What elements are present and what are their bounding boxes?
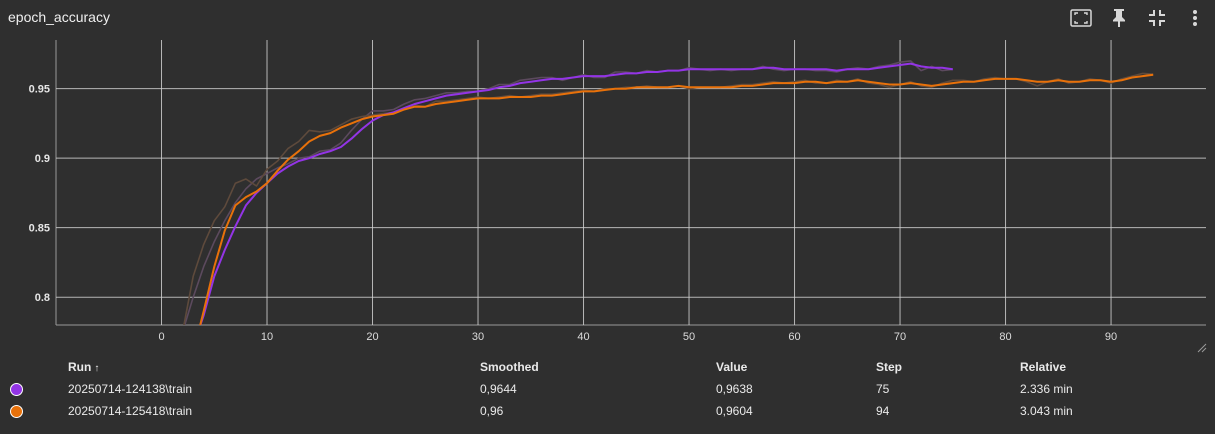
x-tick-label: 90 xyxy=(1105,331,1117,343)
chart-title: epoch_accuracy xyxy=(8,9,110,25)
x-tick-label: 70 xyxy=(894,331,906,343)
fit-domain-button[interactable] xyxy=(1069,6,1093,30)
raw-value: 0,9638 xyxy=(716,382,753,396)
table-row: 20250714-124138\train 0,9644 0,9638 75 2… xyxy=(0,378,1215,400)
raw-lines xyxy=(183,60,1154,332)
relative-time: 3.043 min xyxy=(1020,404,1073,418)
chart-toolbar xyxy=(1069,6,1207,30)
smoothed-value: 0,96 xyxy=(480,404,504,418)
more-options-button[interactable] xyxy=(1183,6,1207,30)
resize-handle-icon[interactable] xyxy=(1197,343,1207,353)
x-tick-label: 30 xyxy=(472,331,484,343)
tick-labels: 0 10 20 30 40 50 60 70 80 90 0.8 0.85 0.9 0.95 xyxy=(29,84,1118,343)
step-value: 75 xyxy=(876,382,890,396)
more-vert-icon xyxy=(1193,10,1197,26)
y-tick-label: 0.9 xyxy=(35,153,50,165)
header-smoothed[interactable]: Smoothed xyxy=(480,360,539,374)
smoothed-lines xyxy=(183,62,1154,356)
smoothed-value: 0,9644 xyxy=(480,382,517,396)
pin-icon xyxy=(1113,9,1125,27)
run-name: 20250714-124138\train xyxy=(68,382,193,396)
run-color-dot[interactable] xyxy=(10,405,23,419)
header-run-label: Run xyxy=(68,360,92,374)
x-tick-label: 20 xyxy=(366,331,378,343)
collapse-button[interactable] xyxy=(1145,6,1169,30)
x-tick-label: 40 xyxy=(577,331,589,343)
header-color xyxy=(0,356,68,378)
pin-button[interactable] xyxy=(1107,6,1131,30)
relative-time: 2.336 min xyxy=(1020,382,1073,396)
x-tick-label: 0 xyxy=(158,331,164,343)
raw-series-line-0[interactable] xyxy=(183,60,953,332)
run-name: 20250714-125418\train xyxy=(68,404,193,418)
header-run[interactable]: Run ↑ xyxy=(68,356,480,378)
runs-table: Run ↑ Smoothed Value Step Relative 202507… xyxy=(0,356,1215,422)
y-tick-label: 0.8 xyxy=(35,292,50,304)
y-tick-label: 0.95 xyxy=(29,84,50,96)
run-color-dot[interactable] xyxy=(10,383,23,397)
raw-value: 0,9604 xyxy=(716,404,753,418)
line-chart[interactable]: 0 10 20 30 40 50 60 70 80 90 0.8 0.85 0.9 0.95 xyxy=(0,0,1215,356)
x-tick-label: 10 xyxy=(261,331,273,343)
header-relative[interactable]: Relative xyxy=(1020,360,1067,374)
raw-series-line-1[interactable] xyxy=(183,72,1154,332)
smoothed-series-line-1[interactable] xyxy=(183,73,1154,356)
y-tick-label: 0.85 xyxy=(29,223,50,235)
table-header-row: Run ↑ Smoothed Value Step Relative xyxy=(0,356,1215,378)
smoothed-series-line-0[interactable] xyxy=(183,62,953,356)
grid xyxy=(55,40,1206,326)
table-row: 20250714-125418\train 0,96 0,9604 94 3.0… xyxy=(0,400,1215,422)
x-tick-label: 50 xyxy=(683,331,695,343)
sort-arrow-icon: ↑ xyxy=(94,363,100,374)
fit-domain-icon xyxy=(1070,9,1092,27)
step-value: 94 xyxy=(876,404,890,418)
header-value[interactable]: Value xyxy=(716,360,748,374)
x-tick-label: 60 xyxy=(788,331,800,343)
x-tick-label: 80 xyxy=(999,331,1011,343)
collapse-icon xyxy=(1149,10,1165,26)
header-step[interactable]: Step xyxy=(876,360,903,374)
